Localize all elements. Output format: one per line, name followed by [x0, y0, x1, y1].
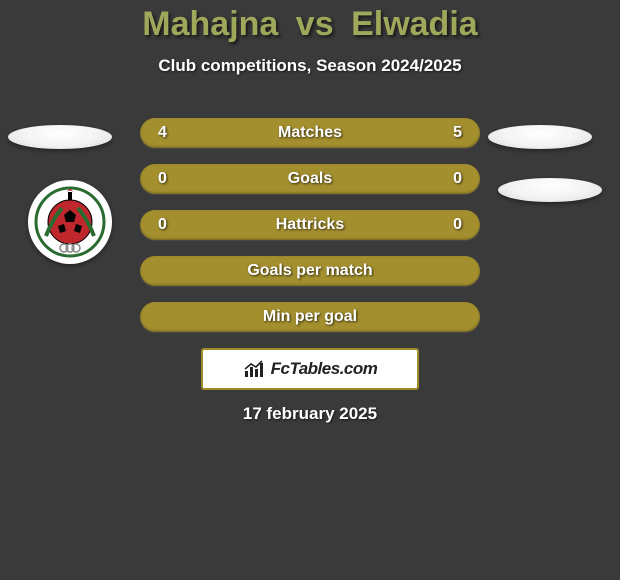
player2-photo-placeholder — [488, 125, 592, 149]
stat-row-goals: 0 Goals 0 — [140, 164, 480, 194]
stats-table: 4 Matches 5 0 Goals 0 0 Hattricks 0 Goal… — [140, 118, 480, 332]
player1-photo-placeholder — [8, 125, 112, 149]
player1-club-badge — [28, 180, 112, 264]
chart-icon — [243, 360, 265, 378]
stat-row-matches: 4 Matches 5 — [140, 118, 480, 148]
club-crest-icon — [34, 186, 106, 258]
date-text: 17 february 2025 — [0, 404, 620, 424]
stat-row-mpg: Min per goal — [140, 302, 480, 332]
subtitle: Club competitions, Season 2024/2025 — [0, 56, 620, 76]
stat-label: Hattricks — [140, 216, 480, 234]
stat-label: Goals per match — [140, 262, 480, 280]
brand-text: FcTables.com — [271, 359, 378, 379]
stat-label: Matches — [140, 124, 480, 142]
page-title: Mahajna vs Elwadia — [0, 5, 620, 44]
stat-label: Min per goal — [140, 308, 480, 326]
brand-box[interactable]: FcTables.com — [201, 348, 419, 390]
stat-row-hattricks: 0 Hattricks 0 — [140, 210, 480, 240]
stat-label: Goals — [140, 170, 480, 188]
stat-row-gpm: Goals per match — [140, 256, 480, 286]
player2-name: Elwadia — [351, 5, 478, 43]
player1-name: Mahajna — [142, 5, 278, 43]
vs-text: vs — [296, 5, 334, 43]
player2-club-placeholder — [498, 178, 602, 202]
